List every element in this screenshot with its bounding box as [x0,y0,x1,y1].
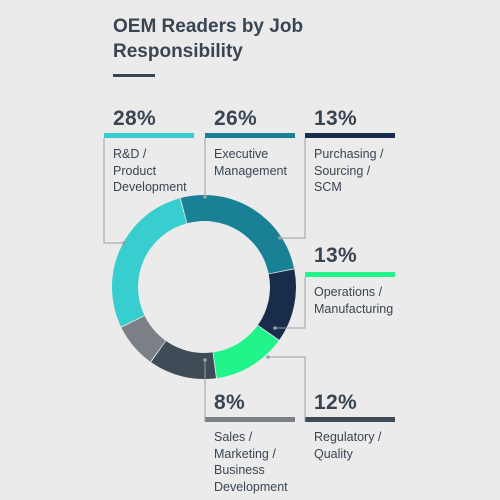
legend-pct-executive: 26% [214,107,257,130]
legend-bar-purchasing [305,133,395,138]
leader-line-regulatory [268,356,306,422]
chart-title-line-2: Responsibility [113,41,243,62]
legend-label-sales: Sales / Marketing / Business Development [214,430,288,494]
donut-slice-purchasing [257,269,296,340]
leader-dot-purchasing [278,236,282,240]
donut-slice-rd [111,198,187,327]
legend-bar-rd [104,133,194,138]
donut-slices [111,195,296,379]
legend-bar-regulatory [305,417,395,422]
leader-line-operations [275,277,306,329]
leader-dot-operations [273,326,277,330]
leader-dots [122,195,282,362]
legend-pct-operations: 13% [314,244,357,267]
donut-slice-sales [121,316,166,362]
donut-slice-executive [180,195,295,274]
legend-pct-rd: 28% [113,107,156,130]
legend-pct-sales: 8% [214,391,245,414]
legend-label-operations: Operations / Manufacturing [314,285,394,316]
leader-dot-regulatory [266,355,270,359]
legend-label-rd: R&D / Product Development [113,147,187,194]
leader-dot-rd [122,241,126,245]
leader-line-purchasing [280,138,306,239]
leader-lines [103,138,306,422]
legend-bar-sales [205,417,295,422]
legend-pct-regulatory: 12% [314,391,357,414]
donut-slice-operations [213,325,279,379]
donut-slice-regulatory [151,340,217,379]
leader-dot-sales [203,358,207,362]
leader-line-rd [103,138,124,244]
legend-label-executive: Executive Management [214,147,287,178]
legend-pct-purchasing: 13% [314,107,357,130]
legend-label-purchasing: Purchasing / Sourcing / SCM [314,147,384,194]
chart-title-line-1: OEM Readers by Job [113,16,304,37]
legend-bar-operations [305,272,395,277]
legend-label-regulatory: Regulatory / Quality [314,430,382,461]
legend-bar-executive [205,133,295,138]
title-underline [113,74,155,77]
leader-dot-executive [203,195,207,199]
chart-title: OEM Readers by Job Responsibility [113,14,413,64]
